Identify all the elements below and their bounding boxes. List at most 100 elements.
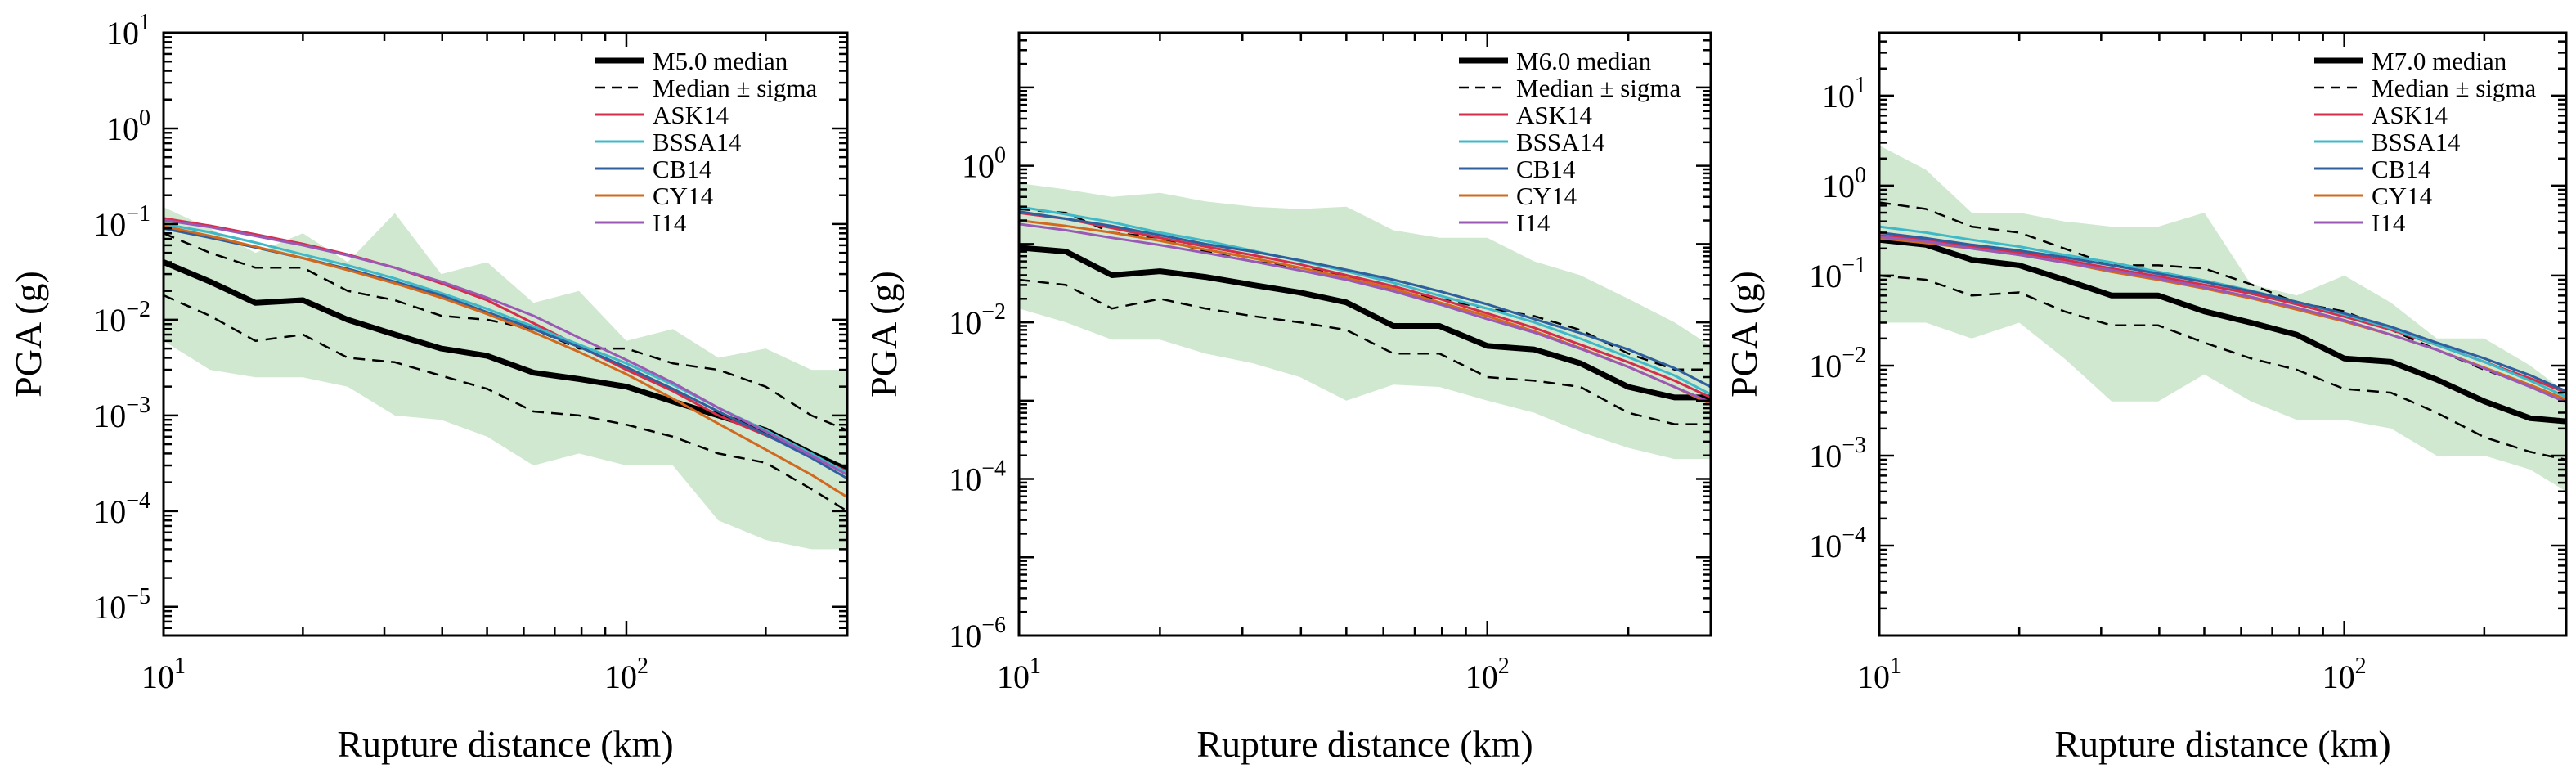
series-line-i14 — [164, 218, 847, 476]
sigma-lower-line — [1879, 274, 2566, 461]
y-tick-label-exp: 0 — [1855, 163, 1866, 188]
y-axis-title: PGA (g) — [1723, 271, 1765, 398]
legend-label: BSSA14 — [1516, 128, 1605, 156]
x-tick-label-exp: 1 — [1030, 654, 1041, 679]
x-tick-label-base: 10 — [141, 658, 174, 695]
x-tick-label-base: 10 — [604, 658, 637, 695]
y-tick-label-exp: −4 — [126, 488, 150, 514]
chart-panel-1: 101 10210−510−410−310−210−1100101Rupture … — [7, 10, 849, 765]
sigma-band-area — [164, 207, 847, 550]
y-tick-label-exp: 1 — [139, 10, 150, 35]
x-tick-label-base: 10 — [2322, 658, 2355, 695]
plot-area — [164, 207, 847, 550]
x-tick-label-exp: 2 — [637, 654, 648, 679]
sigma-band-area — [1019, 182, 1711, 460]
y-tick-label: 10−1 — [93, 201, 150, 243]
y-tick-label-base: 10 — [949, 461, 981, 498]
x-tick-label: 101 — [1857, 654, 1901, 695]
y-tick-label: 10−5 — [93, 584, 150, 626]
y-tick-label: 10−4 — [1809, 523, 1866, 564]
median-line — [1879, 236, 2566, 425]
y-tick-label: 10−3 — [1809, 433, 1866, 474]
y-tick-label: 100 — [1822, 163, 1866, 204]
y-tick-label: 10−4 — [949, 456, 1006, 498]
y-tick-label-exp: −6 — [981, 613, 1006, 638]
plot-area — [1019, 182, 1711, 460]
legend-label: M5.0 median — [653, 47, 788, 75]
y-tick-label: 10−2 — [1809, 343, 1866, 384]
series-line-bssa14 — [1019, 205, 1711, 396]
y-tick-label: 10−4 — [93, 488, 150, 530]
y-tick-label: 100 — [962, 143, 1006, 185]
y-tick-label-base: 10 — [962, 148, 994, 185]
y-tick-label-exp: −4 — [981, 456, 1006, 482]
legend-label: CB14 — [2372, 155, 2431, 183]
y-tick-label-exp: 0 — [139, 106, 150, 131]
legend-label: M7.0 median — [2372, 47, 2507, 75]
legend-label: CY14 — [653, 182, 714, 210]
y-tick-label-exp: −1 — [1842, 253, 1866, 278]
y-tick-label-base: 10 — [93, 589, 126, 626]
y-tick-label-exp: −2 — [1842, 343, 1866, 368]
x-tick-label: 102 — [2322, 654, 2367, 695]
y-tick-label-exp: −2 — [981, 299, 1006, 325]
y-tick-label-exp: 0 — [994, 143, 1006, 169]
y-tick-label-base: 10 — [93, 302, 126, 339]
y-tick-label: 10−2 — [949, 299, 1006, 341]
sigma-lower-line — [1019, 278, 1711, 425]
x-tick-label-exp: 2 — [1498, 654, 1510, 679]
legend-label: BSSA14 — [2372, 128, 2461, 156]
y-tick-label-base: 10 — [949, 618, 981, 654]
y-tick-label-base: 10 — [93, 398, 126, 434]
series-line-cy14 — [164, 225, 847, 498]
x-tick-label-base: 10 — [1857, 658, 1890, 695]
series-line-cb14 — [1879, 231, 2566, 393]
x-tick-label-base: 10 — [1465, 658, 1498, 695]
x-tick-label-exp: 1 — [174, 654, 186, 679]
legend-label: Median ± sigma — [653, 74, 817, 102]
legend-label: CY14 — [1516, 182, 1577, 210]
x-axis-title: Rupture distance (km) — [337, 723, 673, 765]
x-axis: 101 102 — [1857, 33, 2568, 695]
y-tick-label-base: 10 — [106, 110, 139, 147]
y-tick-label-base: 10 — [1809, 528, 1842, 564]
legend-label: BSSA14 — [653, 128, 742, 156]
series-line-ask14 — [1019, 211, 1711, 399]
y-tick-label-exp: −4 — [1842, 523, 1866, 548]
x-tick-label-exp: 2 — [2355, 654, 2367, 679]
y-tick-label-exp: −3 — [126, 393, 150, 418]
y-tick-label-base: 10 — [1822, 78, 1855, 115]
x-axis-title: Rupture distance (km) — [2054, 723, 2390, 765]
y-tick-label: 101 — [106, 10, 150, 52]
legend-label: I14 — [2372, 209, 2406, 237]
x-tick-label: 101 — [997, 654, 1041, 695]
y-tick-label-exp: −5 — [126, 584, 150, 609]
legend-label: I14 — [1516, 209, 1551, 237]
legend-label: ASK14 — [2372, 101, 2448, 129]
legend-label: I14 — [653, 209, 687, 237]
y-tick-label-base: 10 — [93, 493, 126, 530]
median-line — [1019, 245, 1711, 401]
sigma-lower-line — [164, 294, 847, 512]
series-line-cb14 — [1019, 210, 1711, 389]
y-tick-label-exp: −1 — [126, 201, 150, 227]
y-axis-title: PGA (g) — [7, 271, 49, 398]
y-tick-label-base: 10 — [106, 15, 139, 52]
x-tick-label: 101 — [141, 654, 186, 695]
series-line-i14 — [1019, 222, 1711, 404]
x-tick-label: 102 — [1465, 654, 1510, 695]
y-tick-label-exp: 1 — [1855, 73, 1866, 98]
y-tick-label: 10−6 — [949, 613, 1006, 654]
legend-label: CB14 — [653, 155, 712, 183]
y-tick-label-base: 10 — [949, 304, 981, 341]
legend-label: CY14 — [2372, 182, 2433, 210]
y-tick-label: 10−2 — [93, 297, 150, 339]
y-tick-label: 10−1 — [1809, 253, 1866, 294]
legend-label: ASK14 — [1516, 101, 1593, 129]
y-tick-label: 101 — [1822, 73, 1866, 115]
y-tick-label-base: 10 — [1809, 348, 1842, 384]
